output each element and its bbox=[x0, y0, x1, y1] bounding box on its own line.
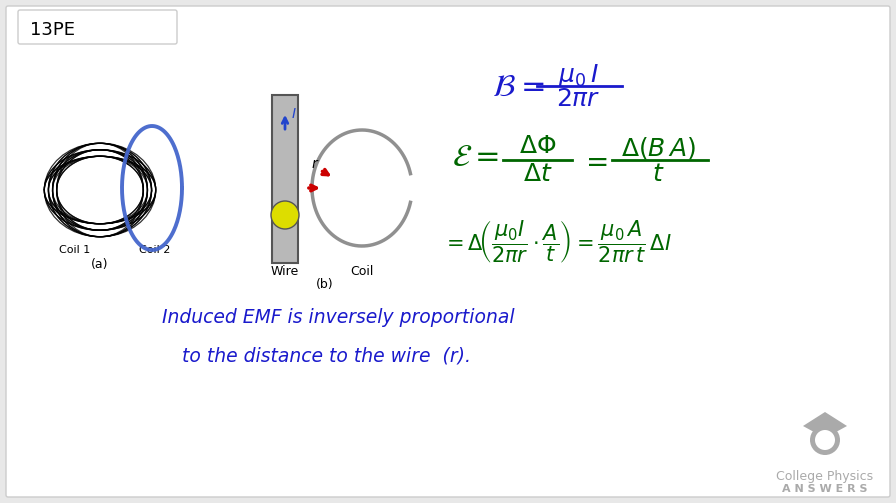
Text: $=$: $=$ bbox=[580, 148, 607, 175]
FancyBboxPatch shape bbox=[18, 10, 177, 44]
Text: $\mathcal{B}=$: $\mathcal{B}=$ bbox=[492, 72, 545, 103]
Text: Coil: Coil bbox=[350, 265, 374, 278]
Text: College Physics: College Physics bbox=[777, 470, 874, 483]
Text: Induced EMF is inversely proportional: Induced EMF is inversely proportional bbox=[162, 308, 514, 327]
Text: r: r bbox=[312, 157, 318, 171]
Text: Coil 2: Coil 2 bbox=[139, 245, 170, 255]
Circle shape bbox=[271, 201, 299, 229]
Text: $2\pi r$: $2\pi r$ bbox=[556, 88, 600, 111]
Polygon shape bbox=[803, 412, 847, 438]
FancyBboxPatch shape bbox=[6, 6, 890, 497]
Text: $\Delta(B\,A)$: $\Delta(B\,A)$ bbox=[621, 135, 695, 161]
FancyBboxPatch shape bbox=[272, 95, 298, 263]
Text: $\mu_0\, I$: $\mu_0\, I$ bbox=[557, 62, 599, 89]
Circle shape bbox=[815, 430, 835, 450]
Text: to the distance to the wire  (r).: to the distance to the wire (r). bbox=[182, 346, 471, 365]
Text: $\Delta t$: $\Delta t$ bbox=[523, 163, 553, 186]
Text: $=\Delta\!\left(\dfrac{\mu_0 I}{2\pi r}\cdot\dfrac{A}{t}\right)=\dfrac{\mu_0\, A: $=\Delta\!\left(\dfrac{\mu_0 I}{2\pi r}\… bbox=[442, 218, 672, 265]
Text: A N S W E R S: A N S W E R S bbox=[782, 484, 867, 494]
Text: Wire: Wire bbox=[271, 265, 299, 278]
Text: (a): (a) bbox=[91, 258, 108, 271]
Text: $t$: $t$ bbox=[651, 163, 664, 186]
Text: I: I bbox=[292, 107, 296, 121]
Circle shape bbox=[810, 425, 840, 455]
Text: $\mathcal{E}=$: $\mathcal{E}=$ bbox=[452, 142, 499, 173]
Text: Coil 1: Coil 1 bbox=[59, 245, 90, 255]
Text: $\Delta\Phi$: $\Delta\Phi$ bbox=[520, 135, 556, 158]
Text: 13PE: 13PE bbox=[30, 21, 75, 39]
Text: (b): (b) bbox=[316, 278, 334, 291]
